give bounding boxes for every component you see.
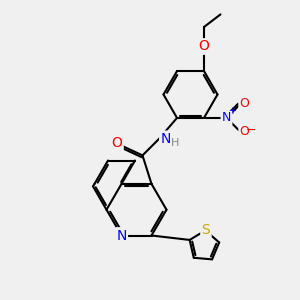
Text: H: H	[171, 137, 180, 148]
Text: O: O	[240, 125, 249, 139]
Text: N: N	[116, 229, 127, 242]
Text: N: N	[222, 111, 231, 124]
Text: N: N	[160, 132, 171, 146]
Text: −: −	[246, 124, 256, 137]
Text: O: O	[240, 97, 249, 110]
Text: O: O	[112, 136, 122, 150]
Text: O: O	[199, 40, 209, 53]
Text: +: +	[228, 106, 236, 116]
Text: S: S	[202, 223, 210, 237]
